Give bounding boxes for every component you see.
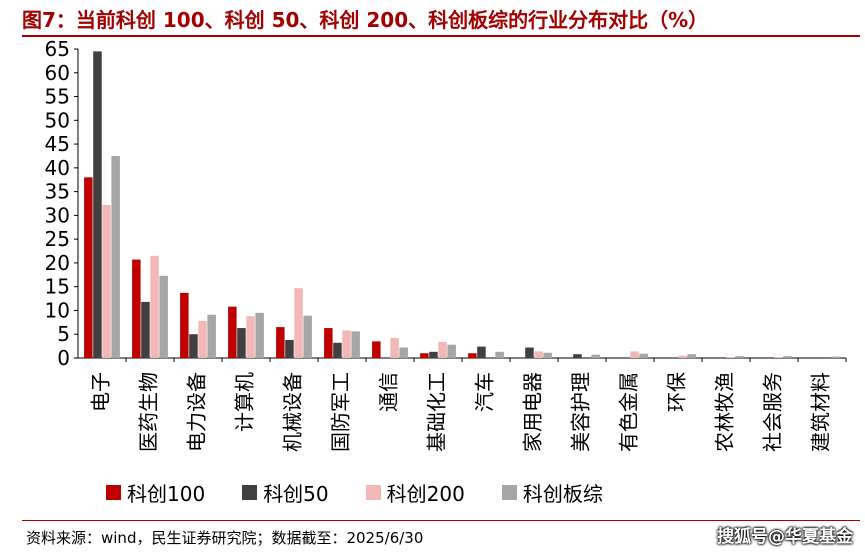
bar — [102, 204, 111, 358]
legend-swatch-kcbz — [501, 485, 517, 500]
bar — [687, 354, 696, 358]
x-tick-label: 环保 — [665, 372, 689, 412]
y-tick-label: 35 — [45, 180, 70, 204]
source-note: 资料来源：wind，民生证券研究院；数据截至：2025/6/30 — [26, 529, 424, 547]
y-tick-label: 25 — [45, 227, 70, 251]
bar — [573, 354, 582, 358]
x-tick-label: 有色金属 — [617, 372, 641, 452]
legend-item-kc50: 科创50 — [242, 478, 329, 507]
bar — [294, 288, 303, 358]
bar — [93, 51, 102, 358]
x-tick-label: 建筑材料 — [809, 372, 833, 452]
y-tick-label: 60 — [45, 61, 70, 85]
bar — [390, 338, 399, 358]
legend-item-kcbz: 科创板综 — [501, 478, 603, 507]
legend-label-kc200: 科创200 — [386, 482, 465, 506]
bar — [285, 339, 294, 358]
x-tick-label: 机械设备 — [281, 372, 305, 452]
bar — [420, 353, 429, 358]
x-tick-label: 电子 — [89, 372, 113, 412]
bar — [735, 356, 744, 358]
legend-item-kc100: 科创100 — [106, 478, 205, 507]
x-tick-label: 家用电器 — [521, 372, 545, 452]
bar — [774, 357, 783, 358]
legend-label-kc50: 科创50 — [263, 482, 329, 506]
x-tick-label: 美容护理 — [569, 372, 593, 452]
bar — [132, 259, 141, 358]
bar — [525, 347, 534, 358]
bar — [111, 155, 120, 358]
legend-swatch-kc100 — [106, 485, 121, 500]
bar — [372, 341, 381, 358]
bar — [591, 354, 600, 358]
x-tick-label: 农林牧渔 — [713, 372, 737, 452]
bar — [447, 344, 456, 358]
y-tick-label: 45 — [45, 132, 70, 156]
x-tick-label: 通信 — [377, 372, 401, 412]
bar — [198, 320, 207, 358]
legend-item-kc200: 科创200 — [365, 478, 465, 507]
bar — [639, 353, 648, 358]
bar — [159, 275, 168, 358]
bar — [534, 351, 543, 358]
x-tick-label: 汽车 — [473, 372, 497, 412]
y-tick-label: 55 — [45, 85, 70, 109]
y-tick-label: 10 — [45, 298, 70, 322]
bar — [189, 334, 198, 358]
x-tick-label: 医药生物 — [137, 372, 161, 452]
title-divider — [22, 35, 860, 37]
bar — [228, 306, 237, 358]
y-tick-label: 30 — [45, 203, 70, 227]
bar — [630, 351, 639, 358]
bar — [678, 355, 687, 358]
bar — [303, 315, 312, 358]
bar — [141, 301, 150, 358]
bar — [342, 330, 351, 358]
bar — [429, 351, 438, 358]
bar — [543, 352, 552, 358]
legend-swatch-kc50 — [242, 485, 258, 500]
bar — [333, 342, 342, 358]
y-tick-label: 0 — [57, 346, 70, 370]
bar — [438, 341, 447, 358]
y-tick-label: 50 — [45, 108, 70, 132]
x-tick-label: 电力设备 — [185, 372, 209, 452]
bar — [276, 327, 285, 358]
bar — [726, 357, 735, 358]
bar — [255, 312, 264, 358]
x-tick-label: 社会服务 — [761, 372, 785, 452]
y-tick-label: 5 — [57, 322, 70, 346]
legend-label-kcbz: 科创板综 — [522, 482, 603, 506]
bar — [477, 346, 486, 358]
bar — [237, 328, 246, 358]
y-tick-label: 15 — [45, 275, 70, 299]
footer-divider — [22, 520, 860, 521]
bar — [783, 356, 792, 358]
bar — [84, 177, 93, 358]
y-tick-label: 65 — [45, 37, 70, 61]
bar — [495, 351, 504, 358]
legend-swatch-kc200 — [365, 485, 381, 500]
bar — [150, 255, 159, 358]
watermark: 搜狐号@华夏基金 — [717, 527, 853, 547]
x-tick-label: 国防军工 — [329, 372, 353, 452]
chart-legend: 科创100 科创50 科创200 科创板综 — [106, 478, 640, 507]
y-tick-label: 20 — [45, 251, 70, 275]
bar — [468, 353, 477, 358]
bar — [399, 347, 408, 358]
bar — [207, 314, 216, 358]
bar — [351, 331, 360, 358]
bar — [246, 316, 255, 358]
bar — [324, 328, 333, 358]
x-tick-label: 基础化工 — [425, 372, 449, 452]
y-tick-label: 40 — [45, 156, 70, 180]
x-tick-label: 计算机 — [233, 372, 257, 432]
legend-label-kc100: 科创100 — [127, 482, 206, 506]
bar — [180, 292, 189, 358]
bar — [831, 356, 840, 358]
chart-title: 图7：当前科创 100、科创 50、科创 200、科创板综的行业分布对比（%） — [22, 8, 709, 32]
